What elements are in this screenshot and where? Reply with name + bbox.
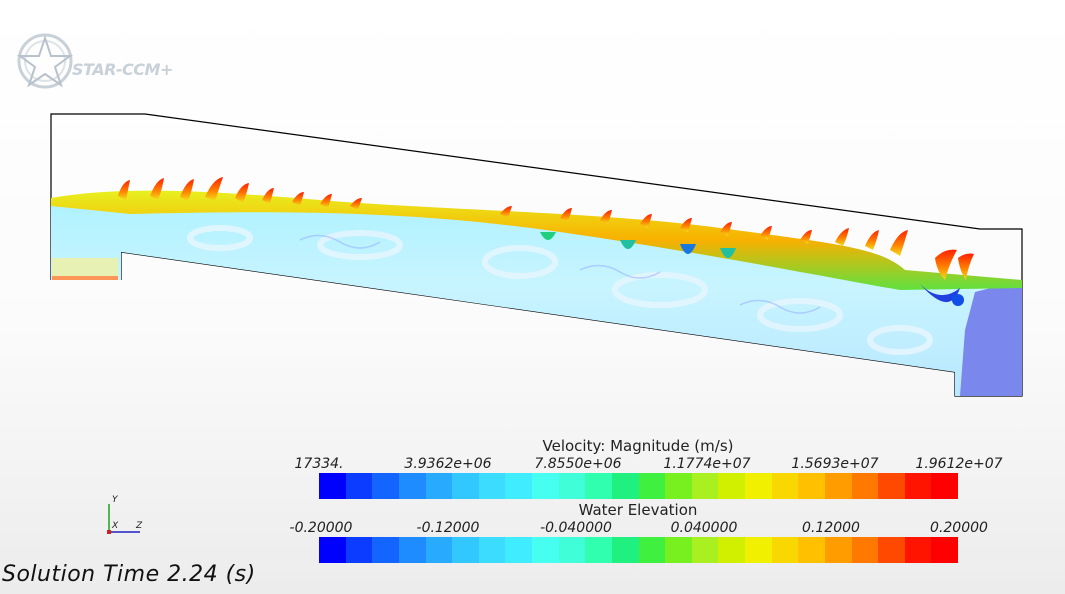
color-bar-cell bbox=[319, 473, 346, 499]
elevation-tick: -0.040000 bbox=[540, 520, 612, 536]
color-bar-cell bbox=[904, 537, 932, 563]
color-bar-cell bbox=[505, 473, 532, 499]
elevation-tick: -0.12000 bbox=[416, 520, 480, 536]
star-ccm-logo bbox=[16, 32, 196, 92]
color-bar-cell bbox=[718, 537, 745, 563]
color-bar-cell bbox=[611, 473, 639, 499]
elevation-legend-ticks: -0.20000 -0.12000 -0.040000 0.040000 0.1… bbox=[290, 520, 990, 538]
velocity-color-bar bbox=[319, 473, 958, 499]
color-bar-cell bbox=[345, 473, 373, 499]
color-bar-cell bbox=[824, 537, 852, 563]
solution-time-label: Solution Time 2.24 (s) bbox=[2, 562, 256, 587]
color-bar-cell bbox=[931, 537, 958, 563]
color-bar-cell bbox=[771, 473, 799, 499]
elevation-tick: 0.12000 bbox=[802, 520, 860, 536]
color-bar-cell bbox=[691, 473, 719, 499]
color-bar-cell bbox=[931, 473, 958, 499]
color-bar-cell bbox=[851, 537, 879, 563]
color-bar-cell bbox=[372, 537, 399, 563]
axes-triad: Y X Z bbox=[107, 495, 143, 534]
elevation-tick: 0.040000 bbox=[670, 520, 738, 536]
color-bar-cell bbox=[398, 537, 426, 563]
color-bar-cell bbox=[398, 473, 426, 499]
color-bar-cell bbox=[372, 473, 399, 499]
velocity-tick: 3.9362e+06 bbox=[404, 456, 492, 472]
eddy-pattern-dark bbox=[299, 234, 821, 314]
color-bar-cell bbox=[585, 473, 612, 499]
surface-troughs bbox=[540, 232, 964, 306]
color-bar-cell bbox=[718, 473, 745, 499]
color-bar-cell bbox=[771, 537, 799, 563]
color-bar-cell bbox=[904, 473, 932, 499]
color-bar-cell bbox=[745, 537, 772, 563]
color-bar-cell bbox=[319, 537, 346, 563]
color-bar-cell bbox=[851, 473, 879, 499]
outlet-region bbox=[960, 280, 1022, 396]
color-bar-cell bbox=[878, 473, 905, 499]
x-axis-point bbox=[107, 530, 111, 534]
color-bar-cell bbox=[691, 537, 719, 563]
velocity-legend-title: Velocity: Magnitude (m/s) bbox=[542, 437, 734, 455]
color-bar-cell bbox=[452, 537, 479, 563]
free-surface bbox=[51, 190, 1022, 290]
color-bar-cell bbox=[585, 537, 612, 563]
color-bar-cell bbox=[452, 473, 479, 499]
color-bar-cell bbox=[798, 473, 825, 499]
color-bar-cell bbox=[798, 537, 825, 563]
color-bar-cell bbox=[611, 537, 639, 563]
color-bar-cell bbox=[665, 473, 692, 499]
color-bar-cell bbox=[638, 537, 666, 563]
elevation-legend-title: Water Elevation bbox=[578, 501, 698, 519]
eddy-pattern bbox=[187, 225, 933, 355]
simulation-viewport[interactable] bbox=[0, 0, 1065, 420]
velocity-tick: 7.8550e+06 bbox=[534, 456, 622, 472]
color-bar-cell bbox=[505, 537, 532, 563]
color-bar-cell bbox=[425, 473, 453, 499]
color-bar-cell bbox=[558, 473, 586, 499]
x-axis-label: X bbox=[111, 521, 119, 531]
color-bar-cell bbox=[478, 473, 506, 499]
wave-crests bbox=[118, 177, 974, 280]
inlet-patch bbox=[52, 258, 118, 280]
color-bar-cell bbox=[665, 537, 692, 563]
color-bar-cell bbox=[345, 537, 373, 563]
water-body bbox=[51, 198, 1022, 396]
elevation-tick: 0.20000 bbox=[930, 520, 988, 536]
elevation-tick: -0.20000 bbox=[289, 520, 353, 536]
velocity-tick: 1.5693e+07 bbox=[791, 456, 879, 472]
star-ccm-logo-icon bbox=[16, 33, 74, 89]
velocity-tick: 1.1774e+07 bbox=[663, 456, 751, 472]
color-bar-cell bbox=[425, 537, 453, 563]
elevation-color-bar bbox=[319, 537, 958, 563]
color-bar-cell bbox=[532, 537, 559, 563]
color-bar-cell bbox=[745, 473, 772, 499]
y-axis-label: Y bbox=[112, 495, 119, 505]
z-axis-label: Z bbox=[135, 521, 143, 531]
color-bar-cell bbox=[638, 473, 666, 499]
logo-text: STAR-CCM+ bbox=[72, 60, 173, 79]
velocity-tick: 17334. bbox=[294, 456, 344, 472]
velocity-tick: 1.9612e+07 bbox=[915, 456, 1003, 472]
color-bar-cell bbox=[478, 537, 506, 563]
color-bar-cell bbox=[878, 537, 905, 563]
color-bar-cell bbox=[532, 473, 559, 499]
inlet-band bbox=[52, 276, 118, 280]
color-bar-cell bbox=[824, 473, 852, 499]
color-bar-cell bbox=[558, 537, 586, 563]
velocity-legend-ticks: 17334. 3.9362e+06 7.8550e+06 1.1774e+07 … bbox=[290, 456, 1003, 474]
